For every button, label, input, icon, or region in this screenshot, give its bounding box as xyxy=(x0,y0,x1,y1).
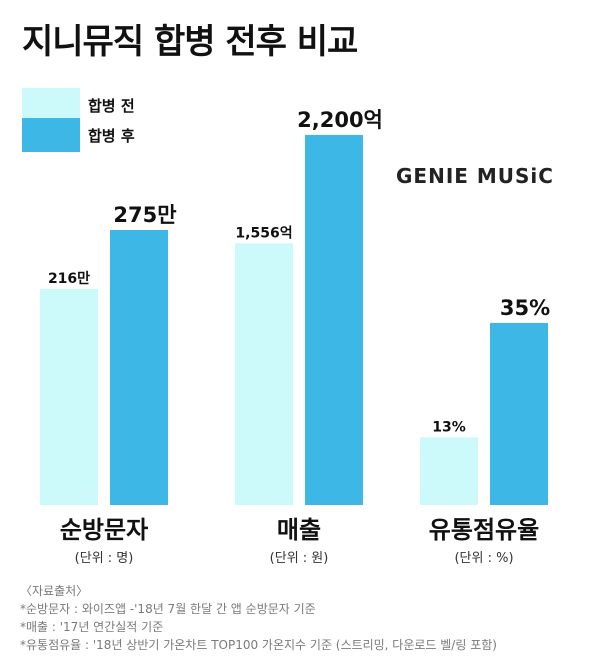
source-note-share: *유통점유율 : '18년 상반기 가온차트 TOP100 가온지수 기준 (스… xyxy=(20,638,497,652)
legend-swatch-before xyxy=(22,88,80,122)
unit-label-1: (단위 : 원) xyxy=(270,551,329,566)
category-label-1: 매출 xyxy=(277,516,321,544)
legend-item-after: 합병 후 xyxy=(22,118,135,152)
chart-title: 지니뮤직 합병 전후 비교 xyxy=(22,22,358,62)
bar-value-label-1-1: 2,200억 xyxy=(297,108,383,132)
unit-label-0: (단위 : 명) xyxy=(75,551,134,566)
bar-value-label-2-0: 13% xyxy=(432,419,466,435)
source-note-header: 〈자료출처〉 xyxy=(20,584,89,598)
bar-2-1 xyxy=(490,323,548,505)
bar-value-label-1-0: 1,556억 xyxy=(235,225,292,241)
bar-0-0 xyxy=(40,289,98,505)
category-label-0: 순방문자 xyxy=(60,516,148,544)
bar-value-label-2-1: 35% xyxy=(500,296,550,320)
bar-1-1 xyxy=(305,134,363,505)
category-label-2: 유통점유율 xyxy=(429,516,539,544)
source-notes: 〈자료출처〉 *순방문자 : 와이즈앱 -'18년 7월 한달 간 앱 순방문자… xyxy=(20,582,497,654)
source-note-revenue: *매출 : '17년 연간실적 기준 xyxy=(20,620,164,634)
bar-0-1 xyxy=(110,230,168,505)
bar-1-0 xyxy=(235,243,293,505)
legend-item-before: 합병 전 xyxy=(22,88,135,122)
bar-2-0 xyxy=(420,437,478,505)
brand-logo: GENIE MUSiC xyxy=(396,164,554,188)
unit-label-2: (단위 : %) xyxy=(454,551,513,566)
legend-label-after: 합병 후 xyxy=(88,126,135,145)
source-note-visitors: *순방문자 : 와이즈앱 -'18년 7월 한달 간 앱 순방문자 기준 xyxy=(20,602,316,616)
bar-value-label-0-1: 275만 xyxy=(113,203,176,227)
legend-label-before: 합병 전 xyxy=(88,96,135,115)
legend-swatch-after xyxy=(22,118,80,152)
bar-value-label-0-0: 216만 xyxy=(48,271,90,287)
